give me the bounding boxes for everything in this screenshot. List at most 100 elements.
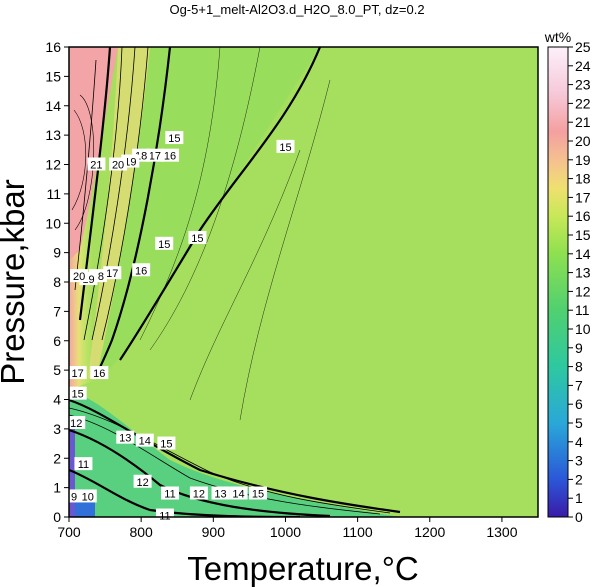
contour-label: 17: [149, 151, 161, 163]
colorbar-tick-label: 19: [575, 152, 591, 168]
contour-14-low: [69, 407, 391, 514]
contour-label: 15: [72, 389, 84, 401]
colorbar-tick-label: 17: [575, 189, 591, 205]
contour-inner-2: [71, 109, 87, 211]
contour-label-bg: [145, 148, 164, 162]
contour-labels: 1515151516161718192021171819201617151213…: [67, 131, 295, 523]
colorbar-tick-label: 23: [575, 77, 591, 93]
contour-label-bg: [116, 430, 135, 444]
colorbar-tick-label: 3: [575, 453, 583, 469]
blue-strip: [75, 500, 95, 517]
contour-label-bg: [109, 157, 128, 171]
x-tick-label: 1100: [343, 524, 373, 540]
contour-label-bg: [155, 236, 174, 250]
x-tick-label: 800: [129, 524, 153, 540]
colorbar-tick-label: 1: [575, 490, 583, 506]
y-tick-label: 8: [53, 274, 61, 290]
colorbar: [547, 46, 569, 518]
x-tick-label: 1200: [414, 524, 445, 540]
contour-label: 15: [160, 439, 172, 451]
colorbar-tick-label: 25: [575, 39, 591, 55]
contour-13-low: [69, 414, 381, 515]
contour-15-main: [119, 47, 322, 361]
colorbar-tick-label: 20: [575, 133, 591, 149]
y-tick-label: 11: [46, 186, 61, 202]
contour-label: 15: [158, 239, 170, 251]
colorbar-tick-label: 16: [575, 208, 591, 224]
contour-label-bg: [87, 157, 106, 171]
contour-19: [83, 47, 123, 341]
contour-16-main: [94, 47, 172, 379]
colorbar-ticks: 0123456789101112131415161718192021222324…: [568, 39, 591, 525]
colorbar-tick-label: 8: [575, 359, 583, 375]
contour-label-bg: [276, 139, 295, 153]
contour-label-bg: [188, 230, 207, 244]
y-tick-label: 15: [45, 68, 61, 84]
y-tick-label: 12: [45, 157, 61, 173]
contour-label-bg: [68, 386, 87, 400]
colorbar-tick-label: 0: [575, 509, 583, 525]
contour-label-bg: [161, 148, 180, 162]
colorbar-tick-label: 15: [575, 227, 591, 243]
contour-label-bg: [157, 436, 176, 450]
colorbar-tick-label: 12: [575, 283, 591, 299]
contour-fine-2: [149, 47, 261, 351]
contour-label: 16: [135, 265, 147, 277]
green-region-mid: [96, 47, 320, 380]
contour-label-bg: [132, 263, 151, 277]
y-tick-label: 9: [53, 245, 61, 261]
colorbar-tick-label: 18: [575, 171, 591, 187]
y-tick-label: 7: [53, 303, 61, 319]
contour-label: 21: [90, 160, 102, 172]
contour-label-bg: [68, 366, 87, 380]
contour-label: 15: [279, 142, 291, 154]
y-axis-label: Pressure,kbar: [0, 179, 31, 384]
contour-label: 10: [82, 491, 94, 503]
contour-inner-1: [74, 94, 95, 231]
contour-15-low: [69, 398, 401, 514]
contour-label-bg: [90, 366, 109, 380]
colorbar-label: wt%: [544, 29, 571, 45]
contour-label-bg: [68, 489, 80, 503]
y-tick-label: 3: [53, 421, 61, 437]
contour-label: 16: [93, 368, 105, 380]
colorbar-tick-label: 2: [575, 471, 583, 487]
contour-label-bg: [67, 416, 86, 429]
y-tick-label: 6: [53, 333, 61, 349]
contour-label: 11: [164, 489, 175, 501]
contour-18: [91, 47, 136, 341]
colorbar-tick-label: 11: [575, 302, 590, 318]
contour-label-bg: [133, 474, 152, 488]
contour-label: 16: [164, 151, 176, 163]
y-tick-label: 13: [45, 127, 61, 143]
contour-label: 12: [70, 418, 82, 430]
y-tick-label: 10: [45, 215, 61, 231]
low-pressure-region: [69, 390, 400, 517]
x-tick-label: 700: [57, 524, 81, 540]
contour-label: 15: [191, 233, 203, 245]
y-tick-label: 4: [53, 392, 61, 408]
x-axis-ticks: 700 800 900 1000 1100 1200 1300: [57, 517, 518, 540]
contour-17: [101, 47, 149, 341]
contour-fine-1: [139, 47, 221, 341]
contour-label: 19: [124, 157, 136, 169]
colorbar-tick-label: 13: [575, 265, 591, 281]
contour-label-bg: [229, 486, 248, 500]
contour-label: 15: [252, 489, 264, 501]
x-axis-label: Temperature,°C: [187, 550, 418, 587]
contour-label-bg: [249, 486, 268, 500]
contour-fine-3: [189, 149, 301, 401]
contour-fine-4: [239, 79, 331, 421]
contour-label-bg: [78, 489, 97, 503]
y-tick-label: 16: [45, 39, 61, 55]
colorbar-tick-label: 9: [575, 340, 583, 356]
contour-label-bg: [74, 457, 93, 471]
yellow-band-region: [88, 47, 150, 380]
y-tick-label: 0: [53, 509, 61, 525]
colorbar-tick-label: 5: [575, 415, 583, 431]
contour-label: 17: [106, 268, 118, 280]
contour-label: 12: [193, 489, 205, 501]
y-tick-label: 2: [53, 450, 61, 466]
colorbar-tick-label: 24: [575, 58, 591, 74]
